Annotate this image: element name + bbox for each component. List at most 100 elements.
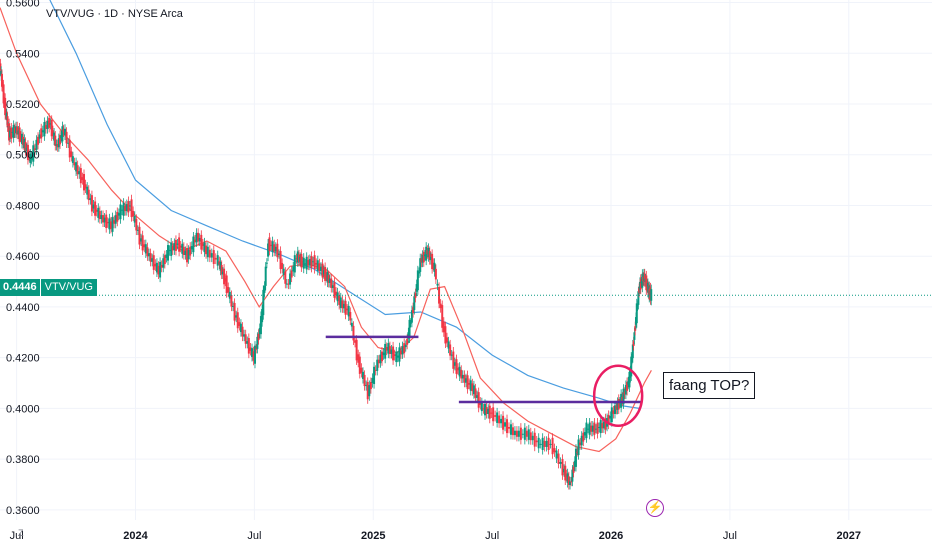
candle-body xyxy=(190,246,193,250)
candle-body xyxy=(627,381,630,385)
candle-body xyxy=(23,138,26,149)
last-price-value: 0.4446 xyxy=(0,279,40,296)
candle-body xyxy=(434,268,437,280)
candle-body xyxy=(609,416,612,419)
lightning-icon[interactable]: ⚡ xyxy=(646,499,664,517)
candle-body xyxy=(105,214,108,229)
candle-body xyxy=(187,249,190,260)
candle-body xyxy=(529,432,532,441)
candle-body xyxy=(412,307,415,314)
candle-body xyxy=(380,351,383,362)
candle-body xyxy=(24,141,27,152)
candle-body xyxy=(452,351,455,369)
candle-body xyxy=(124,205,127,212)
candle-body xyxy=(262,289,265,316)
candle-body xyxy=(176,243,179,245)
candle-body xyxy=(135,218,138,231)
candle-body xyxy=(186,247,189,263)
candle-body xyxy=(387,343,390,354)
candle-body xyxy=(427,247,430,258)
y-axis: 0.5600 0.5400 0.5200 0.5000 0.4800 0.4600 0.44… xyxy=(6,0,40,517)
candle-body xyxy=(545,440,548,447)
candle-body xyxy=(128,205,131,207)
candle-body xyxy=(566,473,569,483)
candle-body xyxy=(308,259,311,266)
candle-body xyxy=(28,153,31,157)
candle-body xyxy=(426,249,429,255)
candle-body xyxy=(593,422,596,435)
candle-body xyxy=(624,385,627,395)
candle-body xyxy=(441,305,444,328)
candle-body xyxy=(282,268,285,275)
candle-body xyxy=(257,333,260,341)
candle-body xyxy=(341,300,344,309)
candle-body xyxy=(635,303,638,324)
candle-body xyxy=(56,144,59,148)
candle-body xyxy=(571,469,574,482)
candle-body xyxy=(68,139,71,158)
candle-body xyxy=(225,275,228,294)
candle-body xyxy=(463,374,466,383)
candle-body xyxy=(19,135,22,138)
candle-body xyxy=(315,262,318,265)
candle-body xyxy=(17,130,20,135)
y-tick-label: 0.5400 xyxy=(6,48,40,60)
candle-body xyxy=(523,427,526,440)
candle-body xyxy=(43,122,46,137)
candle-body xyxy=(420,258,423,263)
candle-body xyxy=(302,257,305,269)
candle-body xyxy=(643,273,646,283)
drawings-layer[interactable] xyxy=(325,335,644,427)
candle-body xyxy=(18,127,21,142)
candle-body xyxy=(224,278,227,282)
highlight-circle[interactable] xyxy=(592,364,644,427)
candle-body xyxy=(322,270,325,275)
candle-body xyxy=(615,405,618,410)
candle-body xyxy=(385,347,388,351)
x-axis: Jul 2024 Jul 2025 Jul 2026 Jul 2027 xyxy=(10,530,861,542)
candle-body xyxy=(87,189,90,201)
candle-body xyxy=(374,369,377,371)
candle-body xyxy=(292,266,295,272)
candle-body xyxy=(630,356,633,377)
candle-body xyxy=(264,266,267,286)
candle-body xyxy=(81,177,84,181)
candle-body xyxy=(480,402,483,412)
candle-body xyxy=(117,213,120,216)
candle-body xyxy=(457,367,460,371)
candle-body xyxy=(263,285,266,293)
candle-body xyxy=(428,251,431,261)
candle-body xyxy=(415,284,418,292)
candle-body xyxy=(168,249,171,252)
candle-body xyxy=(379,354,382,364)
candle-body xyxy=(396,355,399,358)
candle-body xyxy=(631,358,634,360)
candle-body xyxy=(173,243,176,251)
candle-body xyxy=(221,271,224,275)
candle-body xyxy=(9,130,12,138)
candle-body xyxy=(143,244,146,248)
candle-body xyxy=(533,432,536,447)
candle-body xyxy=(310,256,313,268)
candle-body xyxy=(585,422,588,439)
candle-body xyxy=(94,201,97,216)
candle-body xyxy=(406,338,409,345)
candle-body xyxy=(13,128,16,134)
candle-body xyxy=(130,199,133,218)
candle-body xyxy=(570,481,573,483)
candle-body xyxy=(590,425,593,432)
candle-body xyxy=(521,433,524,435)
candle-body xyxy=(539,443,542,445)
text-annotation[interactable]: faang TOP? xyxy=(663,372,756,399)
candle-body xyxy=(121,209,124,211)
candle-body xyxy=(244,334,247,344)
candle-body xyxy=(384,343,387,359)
candle-body xyxy=(300,253,303,268)
candle-body xyxy=(319,266,322,272)
candle-body xyxy=(270,244,273,247)
candle-body xyxy=(256,336,259,349)
candle-body xyxy=(354,340,357,343)
candle-body xyxy=(574,448,577,467)
